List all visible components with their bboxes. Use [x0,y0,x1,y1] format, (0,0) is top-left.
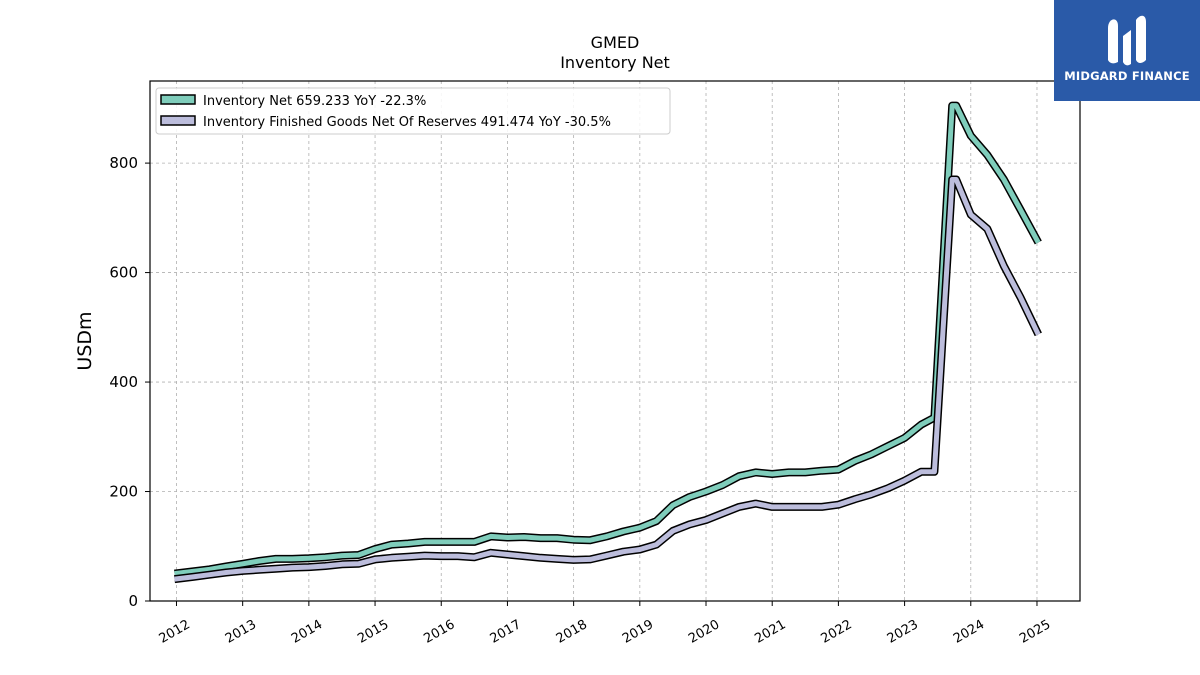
y-tick-label: 600 [109,264,138,282]
legend-label-finished-goods: Inventory Finished Goods Net Of Reserves… [203,115,611,130]
y-tick-label: 200 [109,483,138,501]
y-tick-label: 0 [128,592,138,610]
x-tick-label: 2018 [554,617,590,647]
legend-label-inventory-net: Inventory Net 659.233 YoY -22.3% [203,94,426,109]
y-tick-label: 800 [109,154,138,172]
x-tick-label: 2013 [223,617,259,647]
x-tick-label: 2021 [752,617,788,647]
grid [150,81,1080,602]
legend-swatch-finished-goods [160,115,196,126]
y-axis-label: USDm [74,311,96,370]
x-tick-label: 2017 [488,617,524,647]
x-tick-label: 2019 [620,617,656,647]
midgard-logo-icon [1108,15,1146,66]
chart-subtitle: Inventory Net [560,53,670,72]
x-axis: 2012 2013 2014 2015 2016 2017 2018 2019 2020 2021… [157,601,1053,647]
x-tick-label: 2016 [421,617,457,647]
legend-swatch-inventory-net [160,94,196,105]
x-tick-label: 2022 [819,617,855,647]
legend-box [155,87,671,135]
x-tick-label: 2015 [355,617,391,647]
plot-frame [149,80,1081,602]
y-tick-label: 400 [109,373,138,391]
x-tick-label: 2014 [289,617,325,647]
series-line-inventory-net [174,103,1041,577]
brand-logo: MIDGARD FINANCE [1054,0,1200,101]
series-outline-finished-goods [174,175,1042,584]
x-tick-label: 2020 [686,617,722,647]
series-layer [174,101,1042,584]
series-outline-inventory-net [174,101,1042,578]
brand-name: MIDGARD FINANCE [1064,69,1190,83]
y-axis: 0 200 400 600 800 [109,154,150,610]
x-tick-label: 2023 [885,617,921,647]
series-line-finished-goods [174,177,1041,582]
x-tick-label: 2025 [1017,617,1053,647]
x-tick-label: 2024 [951,617,987,647]
legend: Inventory Net 659.233 YoY -22.3% Invento… [155,87,671,135]
x-tick-label: 2012 [157,617,193,647]
chart-title: GMED [591,33,640,52]
